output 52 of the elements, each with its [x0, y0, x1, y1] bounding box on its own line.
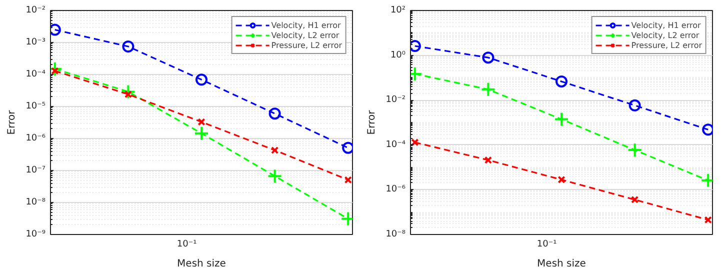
text: 10⁻¹ — [536, 240, 558, 250]
text: 10⁻¹ — [176, 240, 198, 250]
y-tick-label: 10⁻² — [26, 6, 46, 16]
point — [196, 74, 208, 86]
point — [411, 138, 419, 146]
y-tick-label: 10⁻⁵ — [26, 102, 46, 112]
point — [630, 196, 639, 204]
y-tick-label: 10⁻⁷ — [26, 166, 46, 176]
point — [482, 52, 494, 64]
point — [122, 40, 134, 52]
point — [270, 146, 279, 154]
point — [120, 84, 136, 100]
point — [484, 156, 492, 164]
point — [344, 176, 352, 184]
y-tick-label: 10⁻⁸ — [386, 230, 406, 240]
point — [51, 67, 59, 75]
point — [554, 112, 569, 127]
point — [627, 142, 642, 158]
y-tick-label: 10⁻² — [386, 95, 406, 106]
legend-label: Velocity, L2 error — [271, 30, 340, 40]
legend-label: Pressure, L2 error — [631, 40, 702, 50]
point — [410, 40, 421, 52]
point — [628, 99, 641, 112]
y-tick-label: 10⁻⁸ — [26, 198, 46, 208]
y-axis-title: Error — [6, 109, 18, 135]
y-tick-label: 10⁰ — [390, 50, 406, 60]
legend-label: Velocity, H1 error — [271, 20, 341, 30]
y-tick-label: 10⁻⁴ — [386, 140, 406, 150]
y-tick-label: 10⁻⁹ — [26, 230, 46, 240]
legend-label: Velocity, H1 error — [631, 20, 701, 30]
y-axis-title: Error — [366, 109, 378, 135]
legend-label: Velocity, L2 error — [631, 30, 700, 40]
y-tick-label: 10⁻³ — [26, 38, 46, 48]
point — [558, 176, 566, 184]
point — [50, 24, 61, 36]
point — [268, 108, 281, 120]
point — [198, 118, 206, 126]
y-tick-label: 10⁻⁶ — [26, 134, 46, 144]
point — [267, 168, 282, 184]
point — [194, 126, 209, 141]
point — [556, 75, 568, 88]
point — [342, 142, 352, 154]
point — [702, 124, 712, 136]
x-axis-title: Mesh size — [177, 258, 226, 270]
point — [124, 90, 132, 98]
legend-label: Pressure, L2 error — [271, 40, 342, 50]
y-tick-label: 10⁻⁴ — [26, 70, 46, 80]
y-tick-label: 10⁻⁶ — [386, 184, 406, 195]
y-tick-label: 10² — [390, 6, 406, 16]
point — [704, 216, 712, 224]
point — [480, 82, 496, 97]
x-axis-title: Mesh size — [537, 258, 586, 270]
